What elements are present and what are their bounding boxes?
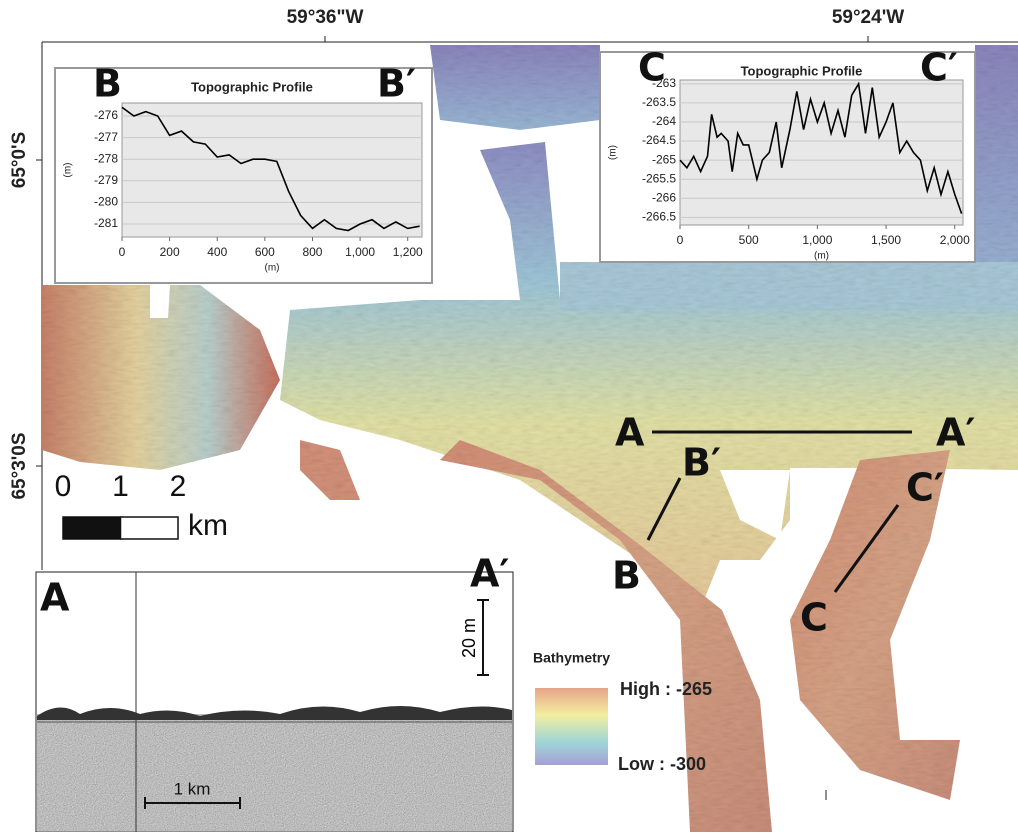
figure: 59°36"W 59°24'W 65°0'S 65°3'0S A A′ B B′… bbox=[0, 0, 1018, 832]
y-tick-label: -265 bbox=[652, 152, 676, 166]
y-tick-label: -279 bbox=[94, 173, 118, 187]
y-tick-label: -281 bbox=[94, 216, 118, 230]
x-tick-label: 600 bbox=[255, 245, 275, 259]
scale-tick-label: 0 bbox=[55, 470, 72, 503]
x-tick-label: 800 bbox=[302, 245, 322, 259]
y-tick-label: -276 bbox=[94, 108, 118, 122]
y-tick-label: -264 bbox=[652, 114, 676, 128]
lat-label: 65°3'0S bbox=[9, 432, 30, 499]
lat-label: 65°0'S bbox=[9, 132, 30, 189]
vertical-scale-label: 20 m bbox=[459, 618, 479, 658]
page: 59°36"W 59°24'W 65°0'S 65°3'0S A A′ B B′… bbox=[0, 0, 1018, 832]
y-tick-label: -264.5 bbox=[642, 133, 676, 147]
y-tick-label: -278 bbox=[94, 151, 118, 165]
scale-bar: km 0 1 2 bbox=[55, 470, 228, 542]
section-label: B bbox=[612, 554, 641, 598]
y-tick-label: -265.5 bbox=[642, 171, 676, 185]
legend-high: High : -265 bbox=[620, 679, 712, 699]
scale-tick-label: 1 bbox=[112, 470, 129, 503]
x-tick-label: 0 bbox=[119, 245, 126, 259]
section-label: A bbox=[615, 411, 645, 455]
y-tick-label: -266 bbox=[652, 190, 676, 204]
x-tick-label: 500 bbox=[739, 233, 759, 247]
y-tick-label: -266.5 bbox=[642, 210, 676, 224]
x-tick-label: 1,000 bbox=[802, 233, 832, 247]
seismic-profile: A A′ 20 m 1 km bbox=[36, 552, 513, 833]
y-tick-label: -263.5 bbox=[642, 95, 676, 109]
y-tick-label: -277 bbox=[94, 130, 118, 144]
scale-segment bbox=[121, 517, 179, 539]
x-tick-label: 1,200 bbox=[393, 245, 423, 259]
seismic-start: A bbox=[40, 576, 70, 620]
profile-start: C bbox=[638, 46, 666, 90]
lon-label: 59°24'W bbox=[832, 7, 904, 28]
x-tick-label: 200 bbox=[160, 245, 180, 259]
lon-label: 59°36"W bbox=[287, 7, 364, 28]
profile-chart: -263-263.5-264-264.5-265-265.5-266-266.5… bbox=[600, 46, 975, 263]
x-tick-label: 2,000 bbox=[940, 233, 970, 247]
profile-end: B′ bbox=[377, 62, 416, 106]
chart-title: Topographic Profile bbox=[191, 79, 313, 94]
legend-low: Low : -300 bbox=[618, 754, 706, 774]
plot-area bbox=[680, 80, 963, 225]
y-axis-label: (m) bbox=[608, 145, 619, 160]
legend-ramp bbox=[535, 688, 608, 765]
scale-tick-label: 2 bbox=[170, 470, 187, 503]
x-tick-label: 400 bbox=[207, 245, 227, 259]
chart-title: Topographic Profile bbox=[741, 63, 863, 78]
seismic-end: A′ bbox=[470, 552, 509, 596]
horizontal-scale-label: 1 km bbox=[174, 779, 211, 798]
x-axis-label: (m) bbox=[265, 263, 280, 274]
x-tick-label: 1,500 bbox=[871, 233, 901, 247]
section-label: A′ bbox=[936, 411, 975, 455]
seismic-reflector bbox=[37, 714, 512, 831]
profile-end: C′ bbox=[920, 46, 958, 90]
y-axis-label: (m) bbox=[63, 163, 74, 178]
legend-title: Bathymetry bbox=[533, 650, 610, 666]
profile-start: B bbox=[93, 62, 122, 106]
section-label: C bbox=[800, 596, 828, 640]
x-tick-label: 0 bbox=[677, 233, 684, 247]
y-tick-label: -280 bbox=[94, 195, 118, 209]
scale-segment bbox=[63, 517, 121, 539]
x-tick-label: 1,000 bbox=[345, 245, 375, 259]
x-axis-label: (m) bbox=[814, 251, 829, 262]
profile-chart: -276 -277 -278 -279 -280 -281 0 200 400 600 800 1,0… bbox=[55, 62, 432, 284]
plot-area bbox=[122, 103, 422, 237]
section-label: B′ bbox=[682, 441, 721, 485]
data-gap bbox=[150, 285, 170, 318]
section-label: C′ bbox=[906, 466, 944, 510]
scale-unit: km bbox=[188, 509, 228, 542]
